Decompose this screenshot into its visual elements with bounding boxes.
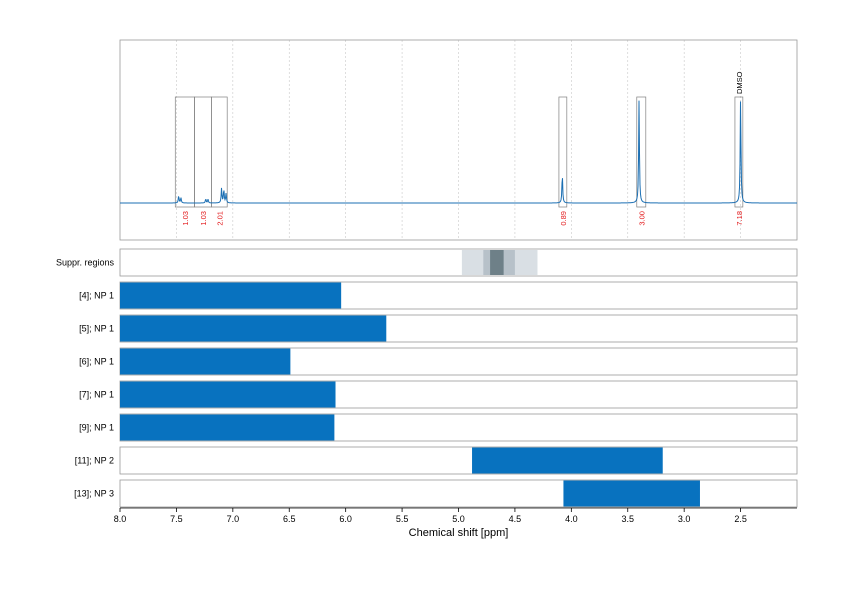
integration-box — [636, 96, 647, 208]
integration-box — [174, 96, 195, 208]
suppressed-regions-row: Suppr. regions — [56, 248, 798, 277]
row-bar — [120, 282, 342, 309]
x-tick-label: 4.5 — [509, 514, 522, 524]
row-bar — [120, 414, 335, 441]
row-bar — [563, 480, 700, 507]
integration-box — [558, 96, 568, 208]
row-bar — [120, 381, 336, 408]
row-bar — [120, 348, 291, 375]
row-label: [11]; NP 2 — [75, 456, 114, 466]
x-axis-label: Chemical shift [ppm] — [409, 527, 509, 539]
x-tick-label: 5.5 — [396, 514, 409, 524]
integration-box — [734, 96, 744, 208]
x-axis: 8.0 7.5 7.0 6.5 6.0 5.5 5.0 4.5 4.0 3.5 3.0 2.5 — [114, 507, 797, 524]
x-tick-label: 3.0 — [678, 514, 691, 524]
x-tick-label: 7.5 — [170, 514, 183, 524]
row-label: [13]; NP 3 — [74, 489, 114, 499]
integral-label: 2.01 — [215, 211, 224, 226]
np-rows: [4]; NP 1 [5]; NP 1 [6]; NP 1 [7]; NP 1 [9];… — [74, 281, 798, 508]
row-bar — [120, 315, 387, 342]
integration-regions — [174, 96, 744, 208]
integral-labels: 1.03 1.03 2.01 0.89 3.00 7.18 DMSO — [181, 71, 744, 225]
x-tick-label: 7.0 — [227, 514, 240, 524]
x-tick-label: 4.0 — [565, 514, 578, 524]
grid-lines — [176, 40, 741, 240]
x-tick-label: 5.0 — [452, 514, 465, 524]
row-label: [9]; NP 1 — [79, 423, 114, 433]
row-label: [7]; NP 1 — [79, 390, 114, 400]
x-tick-label: 6.5 — [283, 514, 296, 524]
suppressed-regions-frame — [119, 248, 798, 277]
integral-label: 0.89 — [559, 211, 568, 226]
integral-label: 1.03 — [181, 211, 190, 226]
integral-label: 7.18 — [735, 211, 744, 226]
x-tick-label: 6.0 — [339, 514, 352, 524]
x-tick-label: 8.0 — [114, 514, 127, 524]
suppressed-band — [490, 250, 504, 275]
integration-box — [194, 96, 212, 208]
integration-box — [211, 96, 228, 208]
spectrum-line — [120, 100, 797, 204]
x-tick-label: 3.5 — [621, 514, 634, 524]
integral-label: 1.03 — [199, 211, 208, 226]
row-label: [4]; NP 1 — [79, 291, 114, 301]
spectrum-panel — [119, 39, 798, 241]
row-label: [6]; NP 1 — [79, 357, 114, 367]
x-tick-label: 2.5 — [734, 514, 747, 524]
row-bar — [472, 447, 663, 474]
integral-label: 3.00 — [637, 211, 646, 226]
suppressed-regions-label: Suppr. regions — [56, 258, 115, 268]
row-label: [5]; NP 1 — [79, 324, 114, 334]
solvent-annotation: DMSO — [735, 71, 744, 94]
row-frame — [119, 446, 798, 475]
